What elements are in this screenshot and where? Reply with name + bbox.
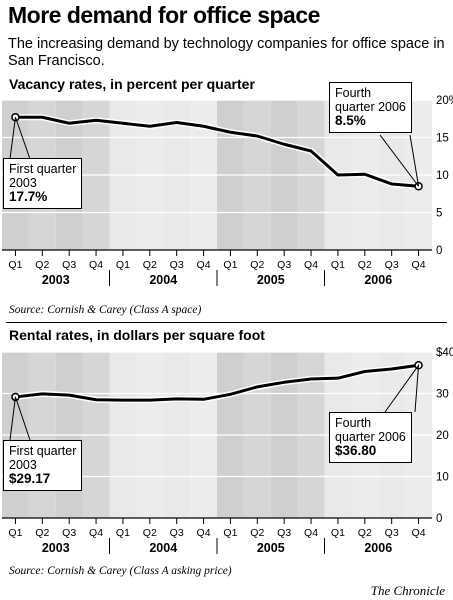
x-tick-label: Q1 — [331, 527, 345, 539]
y-tick-label: 10 — [436, 472, 449, 484]
vacancy-end-label-2: quarter 2006 — [335, 100, 406, 114]
x-tick-label: Q2 — [250, 527, 264, 539]
x-tick-label: Q1 — [116, 259, 130, 271]
series-line — [15, 115, 419, 188]
x-tick-label: Q4 — [412, 527, 426, 539]
credit: The Chronicle — [370, 583, 445, 598]
page-title: More demand for office space — [8, 2, 320, 28]
x-tick-label: Q3 — [62, 527, 76, 539]
vacancy-end-callout: Fourth quarter 2006 8.5% — [329, 82, 412, 133]
vacancy-start-label-2: 2003 — [9, 176, 37, 190]
x-tick-label: Q3 — [385, 259, 399, 271]
vacancy-start-callout: First quarter 2003 17.7% — [3, 158, 83, 209]
y-tick-label: 0 — [436, 245, 442, 257]
start-callout-pointer — [9, 117, 31, 160]
x-tick-label: Q3 — [277, 259, 291, 271]
vacancy-end-label-1: Fourth — [335, 86, 372, 100]
vacancy-chart: 20% 15 10 5 0 Q1 Q2 Q3 Q4 Q1 Q2 Q3 Q4 Q1 Q2 Q3 Q4 Q1 Q2 Q3 Q… — [2, 95, 453, 287]
x-tick-label: Q2 — [35, 527, 49, 539]
vacancy-chart-title: Vacancy rates, in percent per quarter — [9, 76, 255, 92]
x-tick-label: Q2 — [143, 527, 157, 539]
x-tick-label: Q2 — [358, 259, 372, 271]
y-tick-label: 30 — [436, 389, 449, 401]
rental-end-value: $36.80 — [335, 443, 377, 458]
rental-start-callout: First quarter 2003 $29.17 — [3, 440, 83, 491]
x-tick-label: Q1 — [223, 527, 237, 539]
x-tick-label: Q3 — [170, 259, 184, 271]
x-tick-label: Q2 — [35, 259, 49, 271]
y-tick-label: 5 — [436, 208, 442, 220]
x-tick-label: Q3 — [277, 527, 291, 539]
year-label: 2004 — [149, 541, 177, 555]
x-tick-label: Q3 — [62, 259, 76, 271]
rental-end-callout: Fourth quarter 2006 $36.80 — [329, 412, 412, 463]
year-label: 2005 — [257, 541, 285, 555]
y-tick-label: 0 — [436, 513, 442, 525]
series-line — [15, 363, 419, 402]
rental-start-value: $29.17 — [9, 471, 51, 486]
x-tick-label: Q4 — [197, 527, 211, 539]
rental-start-label-2: 2003 — [9, 458, 37, 472]
year-label: 2006 — [364, 273, 392, 287]
end-callout-pointer — [384, 363, 420, 413]
end-callout-pointer — [379, 134, 420, 187]
section-divider — [6, 322, 447, 323]
year-label: 2006 — [364, 541, 392, 555]
x-tick-label: Q3 — [385, 527, 399, 539]
year-label: 2005 — [257, 273, 285, 287]
y-tick-label: 20 — [436, 430, 449, 442]
x-tick-label: Q2 — [250, 259, 264, 271]
x-tick-label: Q1 — [8, 259, 22, 271]
vacancy-source: Source: Cornish & Carey (Class A space) — [9, 304, 202, 316]
rental-chart-title: Rental rates, in dollars per square foot — [9, 327, 265, 343]
rental-start-label-1: First quarter — [9, 444, 77, 458]
x-tick-label: Q4 — [304, 527, 318, 539]
y-tick-label: $40 — [436, 347, 453, 359]
x-tick-label: Q1 — [331, 259, 345, 271]
vacancy-end-value: 8.5% — [335, 113, 366, 128]
year-label: 2003 — [42, 273, 70, 287]
y-tick-label: 20% — [436, 95, 453, 107]
x-tick-label: Q4 — [89, 259, 103, 271]
rental-source: Source: Cornish & Carey (Class A asking … — [9, 565, 232, 577]
rental-end-label-1: Fourth — [335, 416, 372, 430]
x-tick-label: Q2 — [358, 527, 372, 539]
start-callout-pointer — [9, 396, 31, 441]
x-tick-label: Q4 — [304, 259, 318, 271]
y-tick-label: 10 — [436, 170, 449, 182]
page-subtitle: The increasing demand by technology comp… — [8, 36, 445, 69]
vacancy-start-label-1: First quarter — [9, 162, 77, 176]
rental-end-label-2: quarter 2006 — [335, 430, 406, 444]
x-tick-label: Q4 — [197, 259, 211, 271]
vacancy-start-value: 17.7% — [9, 189, 48, 204]
x-tick-label: Q4 — [89, 527, 103, 539]
year-label: 2003 — [42, 541, 70, 555]
x-tick-label: Q1 — [116, 527, 130, 539]
y-tick-label: 15 — [436, 133, 449, 145]
x-tick-label: Q2 — [143, 259, 157, 271]
x-tick-label: Q1 — [223, 259, 237, 271]
x-tick-label: Q4 — [412, 259, 426, 271]
x-tick-label: Q1 — [8, 527, 22, 539]
year-label: 2004 — [149, 273, 177, 287]
x-tick-label: Q3 — [170, 527, 184, 539]
